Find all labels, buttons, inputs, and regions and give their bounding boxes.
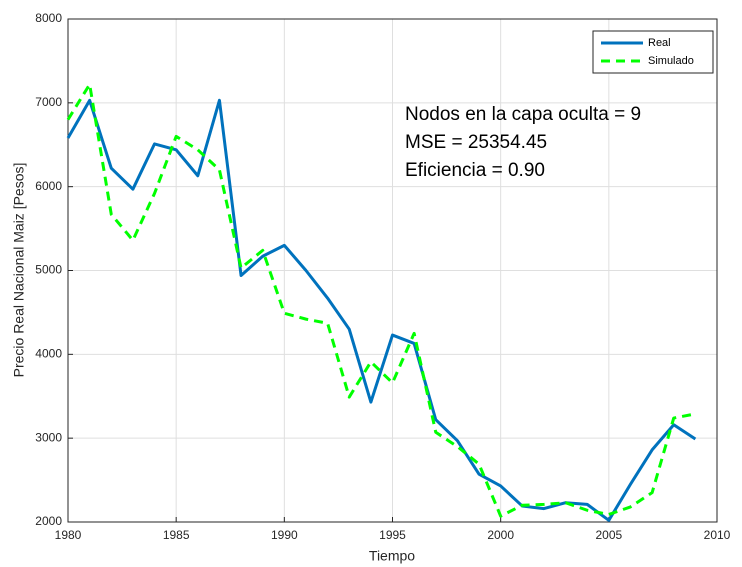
- x-tick-label: 2005: [595, 528, 622, 542]
- x-tick-label: 1980: [55, 528, 82, 542]
- y-tick-label: 6000: [35, 179, 62, 193]
- x-tick-label: 1990: [271, 528, 298, 542]
- legend-label: Simulado: [648, 55, 694, 67]
- y-tick-label: 8000: [35, 11, 62, 25]
- x-tick-label: 2000: [487, 528, 514, 542]
- annotation: Eficiencia = 0.90: [405, 160, 545, 181]
- annotation: MSE = 25354.45: [405, 132, 547, 153]
- y-tick-label: 5000: [35, 263, 62, 277]
- legend-label: Real: [648, 37, 671, 49]
- x-tick-label: 2010: [704, 528, 731, 542]
- y-tick-label: 4000: [35, 347, 62, 361]
- annotation: Nodos en la capa oculta = 9: [405, 104, 641, 125]
- legend-box: [592, 30, 714, 74]
- y-tick-label: 2000: [35, 514, 62, 528]
- x-tick-label: 1995: [379, 528, 406, 542]
- y-tick-label: 7000: [35, 95, 62, 109]
- y-axis-label: Precio Real Nacional Maiz [Pesos]: [11, 163, 27, 378]
- y-tick-label: 3000: [35, 430, 62, 444]
- plot-frame: [67, 18, 718, 523]
- x-axis-label: Tiempo: [369, 548, 415, 564]
- x-tick-label: 1985: [163, 528, 190, 542]
